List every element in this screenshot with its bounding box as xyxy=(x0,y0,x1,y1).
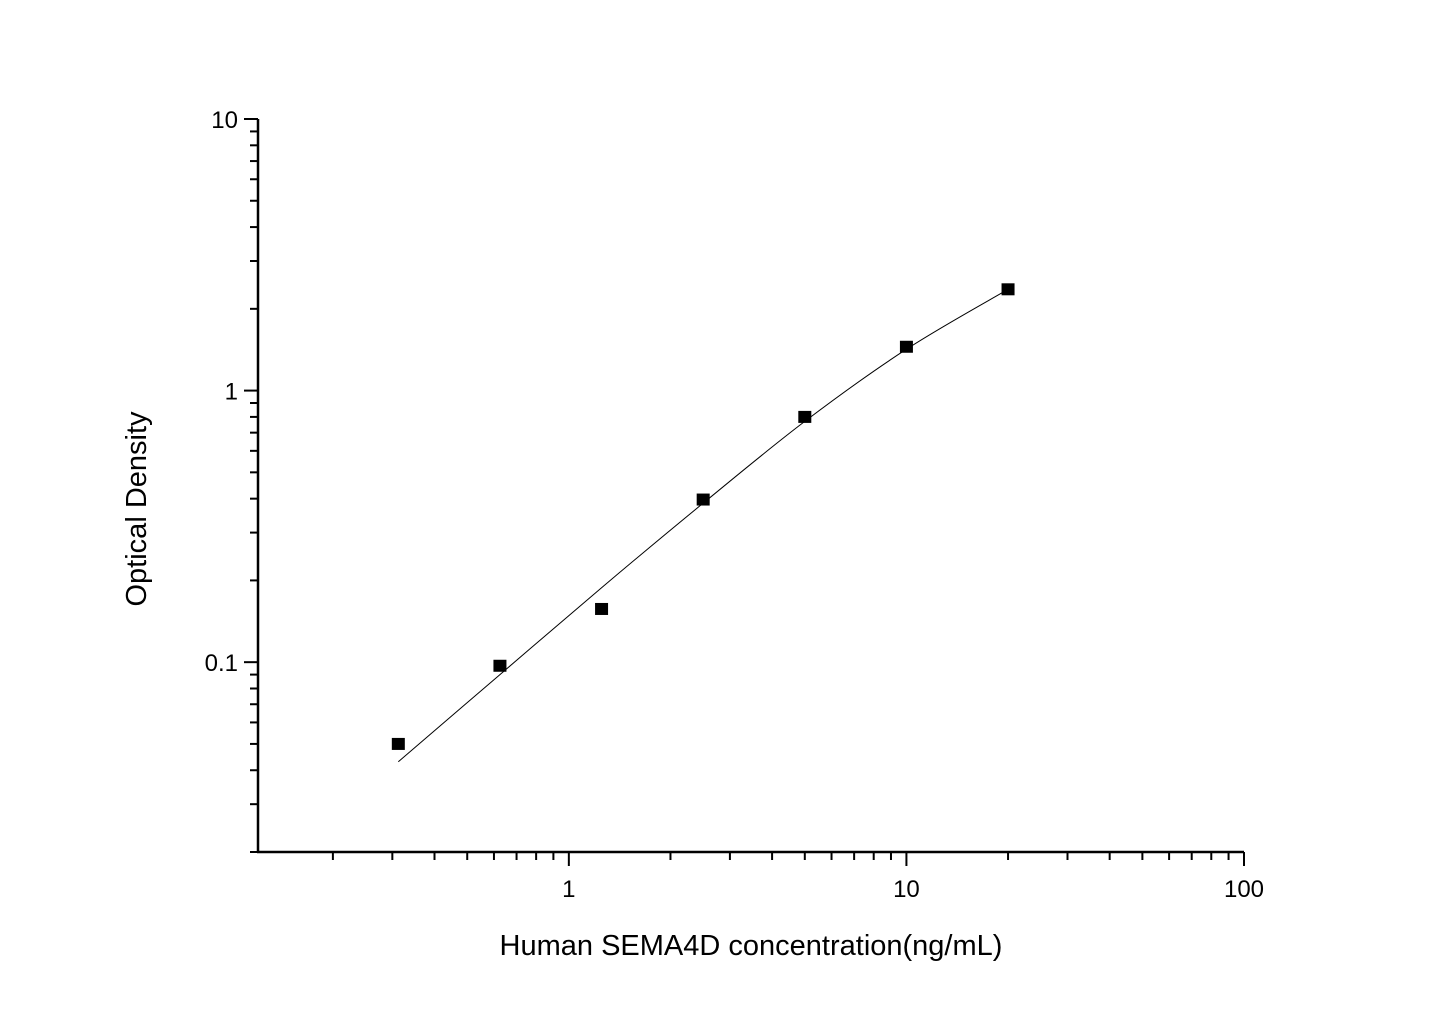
data-point xyxy=(493,659,507,672)
y-tick-label: 10 xyxy=(211,107,238,134)
data-point xyxy=(899,340,913,353)
fit-curve-line xyxy=(397,288,1009,763)
data-point xyxy=(1001,283,1015,296)
data-point xyxy=(391,737,405,750)
x-tick-label: 100 xyxy=(1224,876,1264,903)
y-tick-label: 0.1 xyxy=(205,650,238,677)
data-point xyxy=(595,602,609,615)
fit-curve xyxy=(397,288,1009,763)
data-point xyxy=(696,493,710,506)
axes xyxy=(256,119,1244,854)
data-point xyxy=(798,410,812,423)
x-tick-label: 10 xyxy=(893,876,920,903)
x-tick-label: 1 xyxy=(562,876,575,903)
x-axis-title: Human SEMA4D concentration(ng/mL) xyxy=(500,930,1003,962)
y-tick-label: 1 xyxy=(225,379,238,406)
ticks: 1 10 100 0.1 1 10 xyxy=(205,107,1264,903)
y-axis-title: Optical Density xyxy=(121,411,153,607)
data-points xyxy=(391,283,1015,750)
